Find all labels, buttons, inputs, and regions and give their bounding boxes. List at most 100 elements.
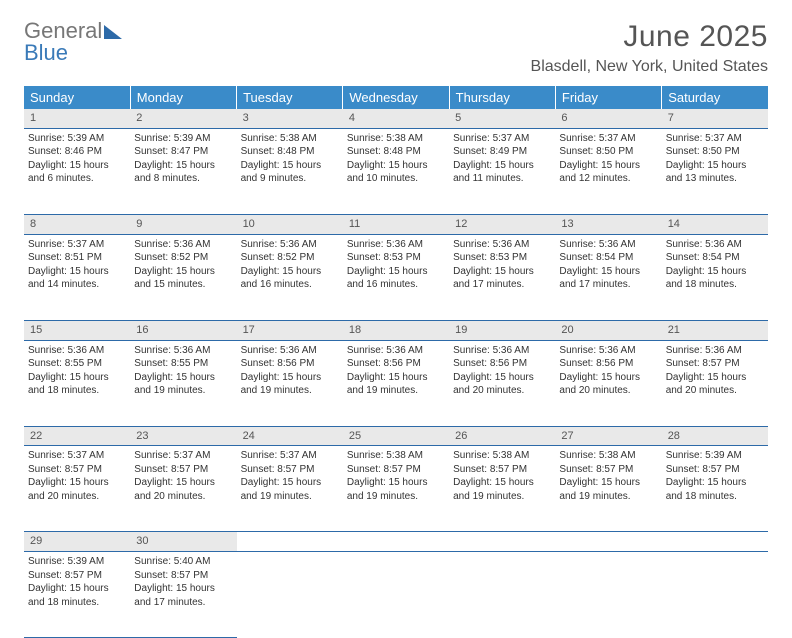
day-cell: Sunrise: 5:36 AMSunset: 8:56 PMDaylight:… <box>449 340 555 426</box>
sunset-line: Sunset: 8:56 PM <box>241 357 339 371</box>
day-cell: Sunrise: 5:39 AMSunset: 8:47 PMDaylight:… <box>130 128 236 214</box>
daylight-line2: and 19 minutes. <box>347 384 445 398</box>
day-number: 30 <box>130 532 236 552</box>
daylight-line2: and 18 minutes. <box>28 384 126 398</box>
day-number: 29 <box>24 532 130 552</box>
weekday-header: Monday <box>130 86 236 109</box>
day-number: 14 <box>662 214 768 234</box>
sunset-line: Sunset: 8:55 PM <box>28 357 126 371</box>
sunrise-line: Sunrise: 5:37 AM <box>134 449 232 463</box>
sunrise-line: Sunrise: 5:36 AM <box>241 238 339 252</box>
sunset-line: Sunset: 8:57 PM <box>666 463 764 477</box>
daylight-line2: and 9 minutes. <box>241 172 339 186</box>
daylight-line: Daylight: 15 hours <box>28 371 126 385</box>
day-number: 15 <box>24 320 130 340</box>
day-cell: Sunrise: 5:38 AMSunset: 8:48 PMDaylight:… <box>237 128 343 214</box>
daylight-line2: and 17 minutes. <box>559 278 657 292</box>
day-cell-empty <box>449 552 555 638</box>
daylight-line2: and 19 minutes. <box>559 490 657 504</box>
day-cell: Sunrise: 5:38 AMSunset: 8:57 PMDaylight:… <box>555 446 661 532</box>
daylight-line2: and 10 minutes. <box>347 172 445 186</box>
sunrise-line: Sunrise: 5:38 AM <box>241 132 339 146</box>
daylight-line: Daylight: 15 hours <box>28 265 126 279</box>
day-number: 26 <box>449 426 555 446</box>
sunrise-line: Sunrise: 5:36 AM <box>347 238 445 252</box>
sunset-line: Sunset: 8:46 PM <box>28 145 126 159</box>
sunrise-line: Sunrise: 5:38 AM <box>453 449 551 463</box>
week-row: Sunrise: 5:37 AMSunset: 8:57 PMDaylight:… <box>24 446 768 532</box>
daylight-line: Daylight: 15 hours <box>559 476 657 490</box>
sunrise-line: Sunrise: 5:39 AM <box>28 555 126 569</box>
daylight-line: Daylight: 15 hours <box>347 265 445 279</box>
weekday-header: Saturday <box>662 86 768 109</box>
day-cell: Sunrise: 5:36 AMSunset: 8:55 PMDaylight:… <box>130 340 236 426</box>
sunset-line: Sunset: 8:56 PM <box>453 357 551 371</box>
sunrise-line: Sunrise: 5:36 AM <box>134 344 232 358</box>
title-block: June 2025 Blasdell, New York, United Sta… <box>531 20 768 76</box>
daylight-line2: and 19 minutes. <box>241 490 339 504</box>
day-number-blank <box>343 532 449 552</box>
day-number: 18 <box>343 320 449 340</box>
day-number: 22 <box>24 426 130 446</box>
daylight-line2: and 15 minutes. <box>134 278 232 292</box>
sunrise-line: Sunrise: 5:37 AM <box>666 132 764 146</box>
day-cell: Sunrise: 5:36 AMSunset: 8:52 PMDaylight:… <box>130 234 236 320</box>
logo-blue: Blue <box>24 40 68 65</box>
day-cell-empty <box>662 552 768 638</box>
sunrise-line: Sunrise: 5:39 AM <box>134 132 232 146</box>
sunrise-line: Sunrise: 5:36 AM <box>453 344 551 358</box>
day-number: 1 <box>24 109 130 128</box>
sunset-line: Sunset: 8:48 PM <box>347 145 445 159</box>
sunset-line: Sunset: 8:57 PM <box>134 463 232 477</box>
daylight-line: Daylight: 15 hours <box>453 476 551 490</box>
daylight-line2: and 20 minutes. <box>28 490 126 504</box>
daylight-line2: and 11 minutes. <box>453 172 551 186</box>
daylight-line: Daylight: 15 hours <box>241 371 339 385</box>
daylight-line: Daylight: 15 hours <box>666 159 764 173</box>
daylight-line2: and 16 minutes. <box>347 278 445 292</box>
weekday-header: Wednesday <box>343 86 449 109</box>
sunset-line: Sunset: 8:54 PM <box>559 251 657 265</box>
day-number: 21 <box>662 320 768 340</box>
daylight-line: Daylight: 15 hours <box>347 371 445 385</box>
sunrise-line: Sunrise: 5:40 AM <box>134 555 232 569</box>
daylight-line2: and 20 minutes. <box>134 490 232 504</box>
sunrise-line: Sunrise: 5:38 AM <box>347 132 445 146</box>
day-cell: Sunrise: 5:39 AMSunset: 8:57 PMDaylight:… <box>24 552 130 638</box>
daylight-line2: and 19 minutes. <box>453 490 551 504</box>
daynum-row: 2930 <box>24 532 768 552</box>
sunset-line: Sunset: 8:57 PM <box>666 357 764 371</box>
daylight-line2: and 18 minutes. <box>666 278 764 292</box>
day-cell: Sunrise: 5:38 AMSunset: 8:57 PMDaylight:… <box>449 446 555 532</box>
day-number: 16 <box>130 320 236 340</box>
day-number: 28 <box>662 426 768 446</box>
sunrise-line: Sunrise: 5:37 AM <box>241 449 339 463</box>
day-number-blank <box>237 532 343 552</box>
sunset-line: Sunset: 8:57 PM <box>453 463 551 477</box>
week-row: Sunrise: 5:39 AM Sunset: 8:46 PM Daylight:… <box>24 128 768 214</box>
sunrise-line: Sunrise: 5:36 AM <box>666 238 764 252</box>
sunset-line: Sunset: 8:47 PM <box>134 145 232 159</box>
daylight-line: Daylight: 15 hours <box>453 159 551 173</box>
sunrise-line: Sunrise: 5:37 AM <box>28 449 126 463</box>
sunset-line: Sunset: 8:52 PM <box>134 251 232 265</box>
day-cell: Sunrise: 5:36 AMSunset: 8:53 PMDaylight:… <box>449 234 555 320</box>
day-cell: Sunrise: 5:39 AMSunset: 8:57 PMDaylight:… <box>662 446 768 532</box>
day-number: 10 <box>237 214 343 234</box>
day-number-blank <box>662 532 768 552</box>
week-row: Sunrise: 5:37 AMSunset: 8:51 PMDaylight:… <box>24 234 768 320</box>
weekday-header: Friday <box>555 86 661 109</box>
sunset-line: Sunset: 8:53 PM <box>347 251 445 265</box>
daylight-line: Daylight: 15 hours <box>241 159 339 173</box>
day-number: 27 <box>555 426 661 446</box>
day-number: 23 <box>130 426 236 446</box>
day-cell: Sunrise: 5:36 AMSunset: 8:57 PMDaylight:… <box>662 340 768 426</box>
sunset-line: Sunset: 8:57 PM <box>28 463 126 477</box>
daylight-line: Daylight: 15 hours <box>559 371 657 385</box>
day-cell: Sunrise: 5:36 AMSunset: 8:54 PMDaylight:… <box>662 234 768 320</box>
week-row: Sunrise: 5:36 AMSunset: 8:55 PMDaylight:… <box>24 340 768 426</box>
day-number: 6 <box>555 109 661 128</box>
week-row: Sunrise: 5:39 AMSunset: 8:57 PMDaylight:… <box>24 552 768 638</box>
day-number-blank <box>449 532 555 552</box>
logo: General Blue <box>24 20 122 64</box>
